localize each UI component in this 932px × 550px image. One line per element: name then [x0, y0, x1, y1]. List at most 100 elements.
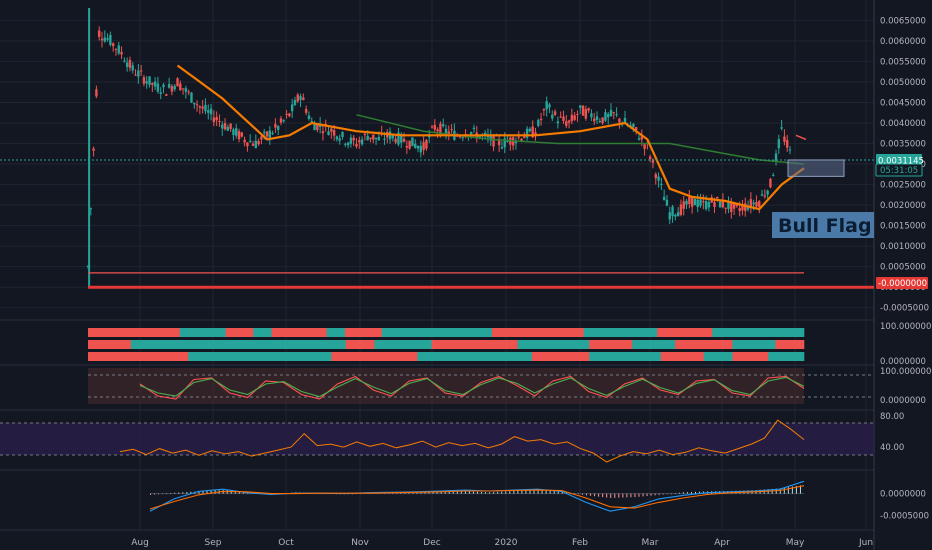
candle-body	[296, 94, 299, 102]
candle-body	[430, 126, 434, 128]
macd-histogram-bar	[456, 491, 458, 494]
trend-bars-panel	[88, 328, 805, 361]
candle-body	[604, 112, 607, 121]
candle-body	[134, 74, 137, 76]
candle-body	[458, 136, 462, 138]
candle-body	[251, 143, 255, 146]
candle-body	[249, 140, 252, 143]
candle-body	[657, 176, 660, 181]
macd-histogram-bar	[505, 491, 507, 494]
annotation-box[interactable]	[772, 212, 874, 238]
macd-histogram-bar	[517, 490, 519, 494]
candle-body	[285, 113, 288, 115]
macd-histogram-bar	[573, 493, 575, 494]
candles	[86, 8, 792, 288]
candle-body	[780, 127, 783, 129]
macd-tick-label: -0.0005000	[880, 512, 929, 522]
candle-body	[274, 123, 277, 128]
candle-body	[612, 112, 616, 114]
candle-body	[783, 136, 786, 142]
time-tick-label: Sep	[205, 538, 222, 548]
candle-body	[151, 82, 154, 85]
candle-body	[590, 113, 593, 118]
candle-body	[601, 117, 604, 124]
candle-body	[243, 139, 246, 143]
candle-body	[377, 136, 381, 141]
macd-histogram-bar	[501, 491, 503, 494]
candle-body	[117, 45, 120, 54]
candle-body	[215, 117, 218, 121]
macd-histogram-bar	[606, 493, 608, 498]
trend-tick-label: 100.0000000	[880, 322, 932, 332]
trend-segment	[253, 328, 272, 337]
trend-segment	[732, 340, 776, 349]
macd-histogram-bar	[638, 493, 640, 497]
macd-histogram-bar	[658, 493, 660, 495]
candle-body	[397, 132, 400, 145]
macd-histogram-bar	[650, 493, 652, 496]
last-price-tag: 0.0031145 05:31:05	[875, 153, 924, 177]
candle-body	[749, 199, 753, 208]
macd-histogram-bar	[178, 492, 180, 494]
macd-histogram-bar	[791, 486, 793, 494]
macd-histogram-bar	[787, 487, 789, 494]
candle-body	[422, 142, 425, 151]
candle-body	[181, 88, 185, 90]
trend-segment	[768, 352, 805, 361]
candle-body	[332, 130, 336, 136]
macd-histogram-bar	[525, 490, 527, 494]
candle-body	[187, 91, 190, 93]
trend-segment	[660, 352, 705, 361]
macd-histogram-bar	[493, 492, 495, 494]
macd-histogram-bar	[586, 493, 587, 496]
price-panel[interactable]: Bull Flag	[0, 8, 874, 289]
macd-histogram-bar	[186, 492, 188, 494]
price-tick-label: -0.0005000	[880, 304, 929, 314]
price-tick-label: 0.0060000	[880, 37, 926, 47]
macd-histogram-bar	[412, 492, 414, 494]
macd-histogram-bar	[537, 490, 539, 494]
candle-body	[632, 123, 635, 128]
candle-body	[668, 212, 671, 220]
candle-body	[223, 123, 227, 130]
macd-histogram-bar	[662, 493, 664, 495]
candle-body	[777, 139, 781, 149]
candle-body	[500, 147, 504, 149]
time-tick-label: Feb	[572, 538, 588, 548]
candle-body	[369, 137, 372, 140]
candle-body	[634, 127, 638, 130]
candle-body	[682, 201, 685, 209]
macd-histogram-bar	[557, 491, 559, 494]
candle-body	[676, 212, 680, 217]
candle-body	[531, 126, 534, 138]
macd-histogram-bar	[610, 493, 612, 498]
candle-body	[279, 118, 283, 123]
candle-body	[741, 205, 744, 211]
candle-body	[414, 143, 417, 148]
macd-histogram-bar	[190, 491, 192, 494]
trend-tick-label: 0.0000000	[880, 357, 926, 367]
time-axis[interactable]: Aug Sep Oct Nov Dec 2020 Feb Mar Apr May Jun	[131, 538, 873, 548]
candle-body	[565, 121, 568, 126]
trend-segment	[271, 328, 327, 337]
candle-body	[702, 201, 705, 203]
candle-body	[758, 201, 761, 208]
candle-body	[654, 174, 657, 179]
moving-average-slow	[356, 114, 805, 165]
candle-body	[772, 175, 775, 177]
candle-body	[489, 134, 492, 141]
candle-body	[567, 120, 571, 123]
macd-histogram-bar	[436, 491, 438, 494]
candle-body	[690, 196, 694, 207]
moving-average-fast	[176, 64, 805, 211]
candle-body	[355, 143, 358, 147]
trend-segment	[583, 328, 658, 337]
stoch-tick-label: 100.0000000	[880, 367, 932, 377]
candle-body	[609, 109, 613, 117]
macd-histogram-bar	[533, 490, 535, 494]
candle-body	[120, 51, 123, 55]
candle-body	[193, 102, 196, 105]
rsi-tick-label: 80.00	[880, 412, 904, 422]
